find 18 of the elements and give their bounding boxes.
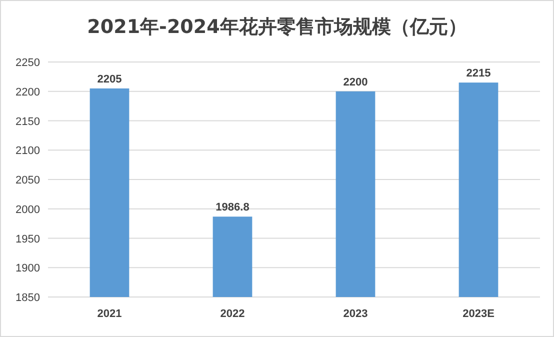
chart-title: 2021年-2024年花卉零售市场规模（亿元） — [87, 16, 467, 38]
x-tick-label: 2022 — [220, 308, 245, 320]
y-tick-label: 2250 — [16, 57, 40, 69]
y-tick-label: 2100 — [16, 145, 40, 158]
data-label: 2215 — [466, 68, 491, 80]
data-label: 2205 — [97, 73, 122, 86]
y-tick-label: 2200 — [16, 86, 40, 98]
data-label: 2200 — [343, 76, 368, 88]
y-tick-label: 2150 — [16, 116, 40, 128]
data-label: 1986.8 — [216, 202, 250, 214]
y-tick-label: 2050 — [16, 174, 40, 186]
x-tick-label: 2023E — [462, 308, 494, 320]
y-tick-label: 2000 — [16, 204, 40, 216]
x-tick-label: 2021 — [97, 308, 122, 320]
y-tick-label: 1950 — [16, 233, 40, 246]
y-tick-label: 1900 — [16, 262, 40, 275]
y-tick-label: 1850 — [16, 292, 40, 304]
x-tick-label: 2023 — [343, 308, 368, 320]
